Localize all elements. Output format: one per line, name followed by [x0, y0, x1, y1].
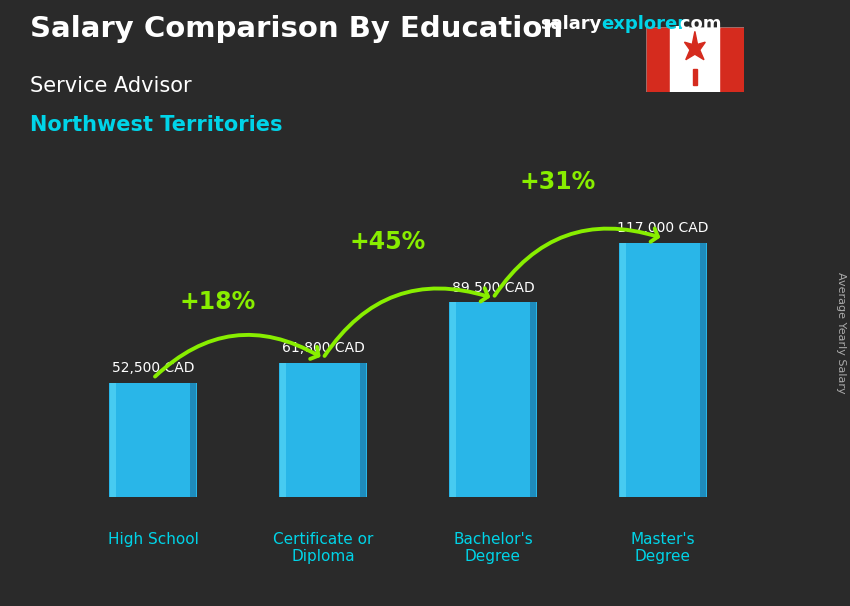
Bar — [700, 242, 706, 497]
Bar — [360, 362, 366, 497]
Text: High School: High School — [108, 531, 198, 547]
Bar — [450, 302, 456, 497]
Bar — [693, 69, 697, 84]
Text: 89,500 CAD: 89,500 CAD — [451, 281, 535, 295]
Text: +45%: +45% — [349, 230, 426, 253]
Text: explorer: explorer — [601, 15, 686, 33]
Bar — [719, 27, 744, 92]
Text: +18%: +18% — [179, 290, 256, 314]
Bar — [279, 362, 367, 497]
Bar — [530, 302, 536, 497]
Text: Northwest Territories: Northwest Territories — [30, 115, 282, 135]
Bar — [671, 27, 719, 92]
Text: Salary Comparison By Education: Salary Comparison By Education — [30, 15, 563, 43]
Bar — [620, 242, 626, 497]
Text: 117,000 CAD: 117,000 CAD — [617, 221, 709, 235]
Text: Service Advisor: Service Advisor — [30, 76, 191, 96]
Bar — [449, 302, 537, 497]
Polygon shape — [684, 32, 705, 60]
Text: +31%: +31% — [519, 170, 596, 194]
Bar — [646, 27, 671, 92]
Bar — [619, 242, 707, 497]
Text: 61,800 CAD: 61,800 CAD — [281, 341, 365, 355]
Text: Certificate or
Diploma: Certificate or Diploma — [273, 531, 373, 564]
Bar — [110, 383, 116, 497]
Text: Average Yearly Salary: Average Yearly Salary — [836, 273, 846, 394]
Text: Master's
Degree: Master's Degree — [631, 531, 695, 564]
Text: 52,500 CAD: 52,500 CAD — [111, 361, 195, 375]
Text: salary: salary — [540, 15, 601, 33]
Bar — [109, 383, 197, 497]
Bar — [190, 383, 196, 497]
Text: .com: .com — [673, 15, 722, 33]
Text: Bachelor's
Degree: Bachelor's Degree — [453, 531, 533, 564]
Bar — [280, 362, 286, 497]
